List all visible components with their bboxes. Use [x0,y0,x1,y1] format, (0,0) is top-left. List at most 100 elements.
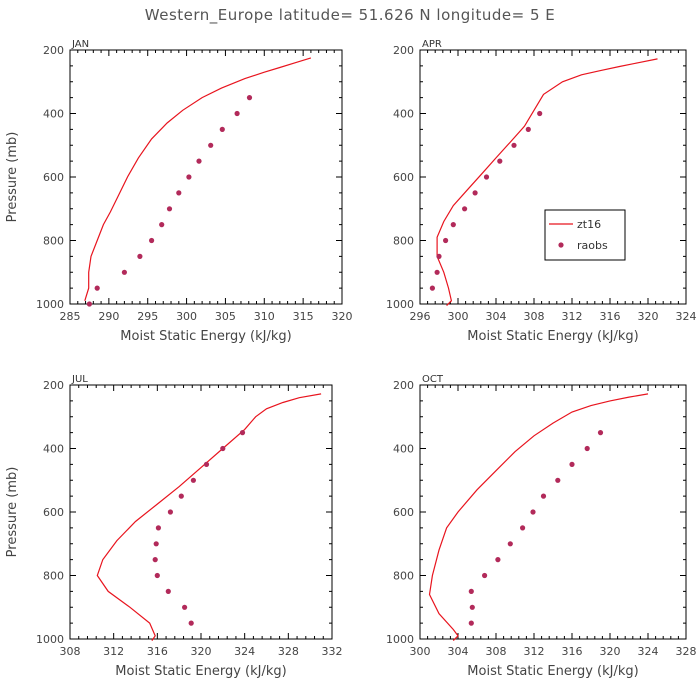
x-tick-label: 295 [137,310,158,323]
panel-label: JUL [71,374,88,385]
series-markers-raobs [152,430,246,626]
data-point [584,445,590,452]
x-tick-label: 316 [600,310,621,323]
x-tick-label: 316 [147,645,168,658]
x-tick-label: 320 [332,310,353,323]
data-point [555,477,561,483]
y-tick-label: 200 [43,44,64,57]
data-point [137,253,143,259]
legend-marker-swatch [558,242,564,248]
data-point [178,493,184,499]
x-tick-label: 315 [293,310,314,323]
y-tick-label: 400 [393,443,414,456]
y-tick-label: 1000 [36,298,64,311]
data-point [511,142,517,148]
legend-box [544,209,626,261]
y-tick-label: 600 [43,506,64,519]
data-point [468,588,474,595]
x-tick-label: 308 [486,645,507,658]
panel-label: APR [422,39,442,50]
data-point [121,269,127,275]
data-point [152,557,158,563]
data-point [154,572,160,579]
data-point [166,206,173,212]
data-point [462,206,468,212]
x-axis-label: Moist Static Energy (kJ/kg) [120,329,291,344]
panel-apr: APR 296 300 304 308 312 316 320 324 200 400 600 800 1… [386,39,697,344]
panel-oct: OCT 300 304 308 312 316 320 324 328 200 400 600 800 1… [386,374,697,679]
y-tick-label: 400 [43,108,64,121]
data-point [155,525,161,531]
x-tick-label: 300 [410,645,431,658]
y-tick-label: 1000 [386,298,414,311]
data-point [520,525,526,531]
data-point [186,174,192,180]
data-point [190,477,196,483]
data-point [246,95,253,101]
data-point [569,461,575,467]
x-axis-label: Moist Static Energy (kJ/kg) [467,329,638,344]
data-point [239,430,246,436]
x-tick-label: 320 [600,645,621,658]
data-point [468,620,474,626]
x-tick-label: 305 [215,310,236,323]
data-point [208,142,214,148]
data-point [540,493,547,499]
data-point [469,604,475,610]
data-point [203,461,210,467]
legend-label: zt16 [577,218,601,231]
y-tick-label: 600 [393,171,414,184]
x-tick-label: 296 [410,310,431,323]
x-tick-label: 285 [60,310,81,323]
data-point [165,588,171,595]
y-tick-label: 200 [393,44,414,57]
y-tick-label: 800 [43,235,64,248]
y-axis-label: Pressure (mb) [5,467,20,558]
x-tick-label: 310 [254,310,275,323]
data-point [149,237,155,244]
y-axis-label: Pressure (mb) [5,132,20,223]
series-line-zt16 [436,58,658,307]
data-point [94,285,100,291]
x-tick-label: 320 [191,645,212,658]
data-point [537,110,543,117]
data-point [429,285,435,291]
y-tick-label: 1000 [36,633,64,646]
x-tick-label: 308 [524,310,545,323]
panel-label: OCT [422,374,444,385]
figure-title: Western_Europe latitude= 51.626 N longit… [145,6,555,25]
panels-group: JAN 285 290 295 300 305 310 315 320 200 400 600 800 1… [5,39,697,679]
x-axis-label: Moist Static Energy (kJ/kg) [115,664,286,679]
data-point [495,557,501,563]
data-point [159,222,165,228]
legend: zt16 raobs [544,209,626,261]
data-point [530,509,536,515]
x-tick-label: 304 [486,310,507,323]
x-tick-label: 324 [638,645,659,658]
x-tick-label: 312 [524,645,545,658]
data-point [188,620,194,626]
y-tick-label: 1000 [386,633,414,646]
data-point [182,604,188,610]
panel-jul: JUL 308 312 316 320 324 328 332 200 400 600 800 1000… [5,374,343,679]
x-tick-label: 290 [98,310,119,323]
plot-frame [69,49,343,305]
data-point [443,237,449,244]
y-tick-label: 600 [393,506,414,519]
series-markers-raobs [468,430,604,626]
data-point [219,126,225,132]
data-point [597,430,604,436]
data-point [507,541,513,547]
data-point [436,253,442,259]
x-tick-label: 328 [278,645,299,658]
series-line-zt16 [84,57,312,301]
x-tick-label: 304 [448,645,469,658]
y-tick-label: 800 [43,570,64,583]
x-tick-label: 316 [562,645,583,658]
y-tick-label: 400 [393,108,414,121]
x-axis-label: Moist Static Energy (kJ/kg) [467,664,638,679]
data-point [167,509,173,515]
data-point [482,572,488,579]
series-line-zt16 [428,393,649,642]
